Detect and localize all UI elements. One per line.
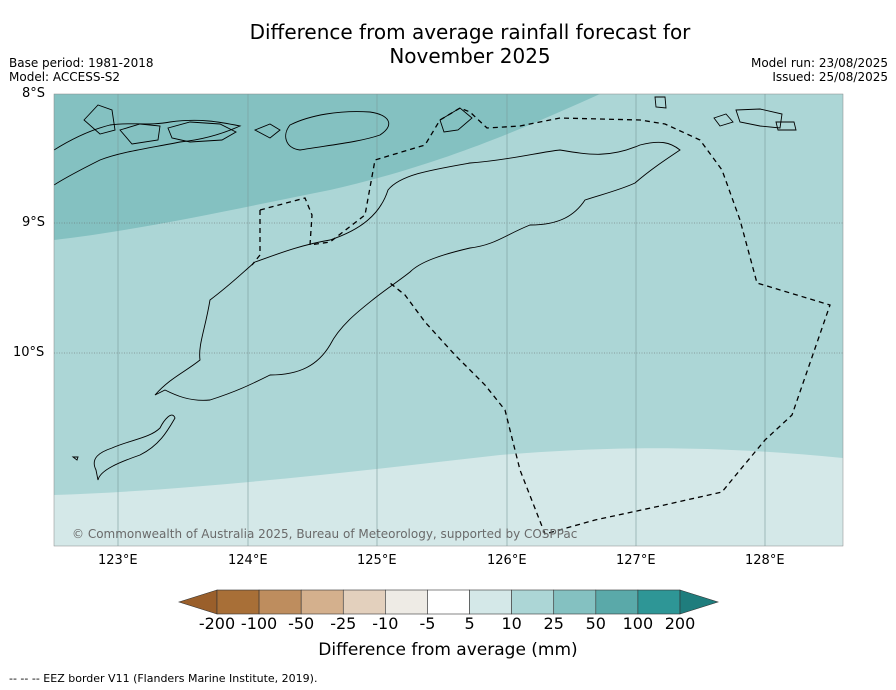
- colorbar-cell: [595, 589, 639, 615]
- colorbar-cell: [469, 589, 512, 615]
- colorbar-tick-label: 200: [664, 614, 696, 633]
- colorbar-tick-label: 25: [543, 614, 564, 633]
- lat-label-10s: 10°S: [13, 345, 45, 360]
- copyright-notice: © Commonwealth of Australia 2025, Bureau…: [72, 527, 578, 541]
- colorbar-tick-label: 50: [585, 614, 606, 633]
- meta-right: Model run: 23/08/2025 Issued: 25/08/2025: [751, 56, 888, 84]
- footer-note: -- -- -- EEZ border V11 (Flanders Marine…: [9, 672, 318, 685]
- eez-border: [251, 107, 831, 535]
- lat-label-9s: 9°S: [22, 215, 46, 230]
- model-name: Model: ACCESS-S2: [9, 70, 121, 84]
- babar-island: [735, 108, 783, 129]
- colorbar-tick-label: 100: [622, 614, 654, 633]
- timor-island: [93, 414, 176, 481]
- colorbar-tick-label: -5: [419, 614, 436, 633]
- colorbar-cell: [258, 589, 302, 615]
- colorbar-cell: [342, 589, 386, 615]
- title-line-2: November 2025: [389, 44, 551, 68]
- colorbar-tick-label: -100: [240, 614, 278, 633]
- colorbar-tick-label: -10: [372, 614, 399, 633]
- lon-label-127e: 127°E: [616, 553, 656, 568]
- colorbar-label: Difference from average (mm): [318, 640, 578, 660]
- lon-label-126e: 126°E: [487, 553, 527, 568]
- island-group-1: [83, 104, 116, 135]
- issued-date: Issued: 25/08/2025: [772, 70, 888, 84]
- colorbar-tick-label: -50: [288, 614, 315, 633]
- lon-label-125e: 125°E: [357, 553, 397, 568]
- small-island-f: [71, 456, 79, 461]
- colorbar-tick-label: 5: [464, 614, 475, 633]
- small-island-d: [713, 113, 734, 127]
- colorbar-cell: [637, 589, 681, 615]
- band-10-25: [54, 448, 843, 546]
- band-50-100: [54, 94, 600, 240]
- lon-label-123e: 123°E: [98, 553, 138, 568]
- colorbar-extend-low: [178, 589, 218, 615]
- colorbar-cell: [511, 589, 555, 615]
- page-title: Difference from average rainfall forecas…: [170, 20, 770, 68]
- title-line-1: Difference from average rainfall forecas…: [249, 20, 691, 44]
- small-island-e: [775, 121, 797, 131]
- colorbar-tick-label: -25: [330, 614, 357, 633]
- model-run: Model run: 23/08/2025: [750, 56, 888, 70]
- timor-main: [154, 141, 681, 401]
- colorbar-tick-label: 10: [501, 614, 522, 633]
- small-island-c: [654, 96, 667, 109]
- wetar-island: [285, 111, 390, 151]
- coastline: [54, 96, 797, 481]
- colorbar-cell: [553, 589, 597, 615]
- island-group-2: [119, 123, 161, 145]
- colorbar-cell: [385, 589, 428, 615]
- flores-east: [54, 119, 242, 186]
- graticule: [54, 222, 843, 354]
- colorbar-cell: [300, 589, 344, 615]
- colorbar-cell: [427, 589, 470, 615]
- alor-island: [167, 121, 237, 143]
- lat-label-8s: 8°S: [22, 86, 46, 101]
- colorbar-cell: [216, 589, 260, 615]
- colorbar-extend-high: [679, 589, 719, 615]
- meta-left: Base period: 1981-2018 Model: ACCESS-S2: [9, 56, 154, 84]
- colorbar-tick-label: -200: [198, 614, 236, 633]
- small-island-a: [253, 123, 281, 139]
- base-period: Base period: 1981-2018: [9, 56, 154, 70]
- lon-label-128e: 128°E: [745, 553, 785, 568]
- lon-label-124e: 124°E: [228, 553, 268, 568]
